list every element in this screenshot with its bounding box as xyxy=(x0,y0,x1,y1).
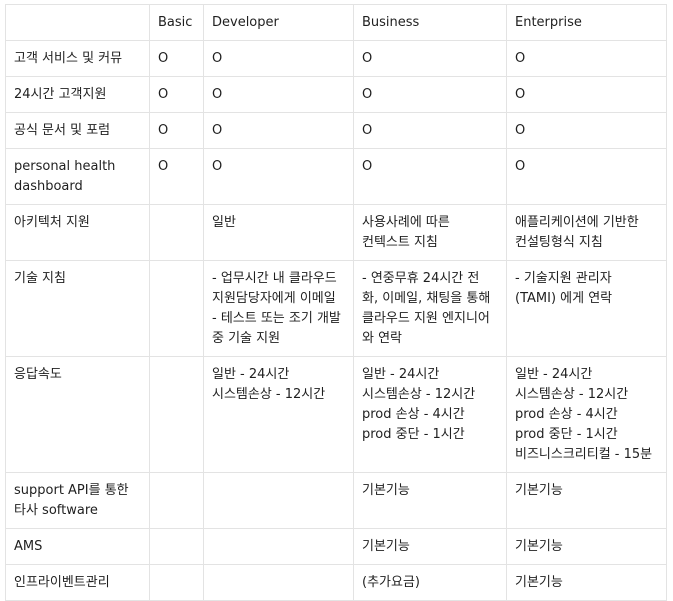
table-row: support API를 통한 타사 software 기본기능 기본기능 xyxy=(5,472,667,529)
header-cell-business: Business xyxy=(353,4,507,41)
table-row: 응답속도 일반 - 24시간 시스템손상 - 12시간 일반 - 24시간 시스… xyxy=(5,356,667,473)
cell-business: O xyxy=(353,76,507,113)
table-body: 고객 서비스 및 커뮤 O O O O 24시간 고객지원 O O O O 공식… xyxy=(5,40,667,601)
cell-enterprise: O xyxy=(506,76,667,113)
row-label: 기술 지침 xyxy=(5,260,150,357)
cell-enterprise: O xyxy=(506,148,667,205)
cell-developer: O xyxy=(203,40,354,77)
table-row: 고객 서비스 및 커뮤 O O O O xyxy=(5,40,667,77)
cell-basic xyxy=(149,564,204,601)
cell-business: 사용사례에 따른 컨텍스트 지침 xyxy=(353,204,507,261)
row-label: 24시간 고객지원 xyxy=(5,76,150,113)
cell-business: 기본기능 xyxy=(353,528,507,565)
table-row: 기술 지침 - 업무시간 내 클라우드 지원담당자에게 이메일 - 테스트 또는… xyxy=(5,260,667,357)
cell-developer: O xyxy=(203,76,354,113)
cell-developer: 일반 - 24시간 시스템손상 - 12시간 xyxy=(203,356,354,473)
table-header: Basic Developer Business Enterprise xyxy=(5,4,667,41)
cell-basic xyxy=(149,356,204,473)
header-cell-developer: Developer xyxy=(203,4,354,41)
table-row: 인프라이벤트관리 (추가요금) 기본기능 xyxy=(5,564,667,601)
cell-enterprise: - 기술지원 관리자 (TAMI) 에게 연락 xyxy=(506,260,667,357)
cell-business: - 연중무휴 24시간 전 화, 이메일, 채팅을 통해 클라우드 지원 엔지니… xyxy=(353,260,507,357)
cell-business: (추가요금) xyxy=(353,564,507,601)
row-label: personal health dashboard xyxy=(5,148,150,205)
support-plan-comparison-table: Basic Developer Business Enterprise 고객 서… xyxy=(5,4,667,601)
cell-enterprise: O xyxy=(506,112,667,149)
cell-business: O xyxy=(353,148,507,205)
cell-developer: 일반 xyxy=(203,204,354,261)
cell-enterprise: 기본기능 xyxy=(506,472,667,529)
cell-enterprise: O xyxy=(506,40,667,77)
table-row: 24시간 고객지원 O O O O xyxy=(5,76,667,113)
cell-basic xyxy=(149,472,204,529)
table-row: 공식 문서 및 포럼 O O O O xyxy=(5,112,667,149)
row-label: 응답속도 xyxy=(5,356,150,473)
cell-business: 기본기능 xyxy=(353,472,507,529)
cell-basic: O xyxy=(149,112,204,149)
cell-basic xyxy=(149,204,204,261)
row-label: AMS xyxy=(5,528,150,565)
header-cell-enterprise: Enterprise xyxy=(506,4,667,41)
cell-developer: - 업무시간 내 클라우드 지원담당자에게 이메일 - 테스트 또는 조기 개발… xyxy=(203,260,354,357)
row-label: 공식 문서 및 포럼 xyxy=(5,112,150,149)
row-label: 아키텍처 지원 xyxy=(5,204,150,261)
table-row: 아키텍처 지원 일반 사용사례에 따른 컨텍스트 지침 애플리케이션에 기반한 … xyxy=(5,204,667,261)
header-row: Basic Developer Business Enterprise xyxy=(5,4,667,41)
header-cell-feature xyxy=(5,4,150,41)
cell-basic: O xyxy=(149,148,204,205)
cell-enterprise: 애플리케이션에 기반한 컨설팅형식 지침 xyxy=(506,204,667,261)
cell-developer xyxy=(203,528,354,565)
table-row: personal health dashboard O O O O xyxy=(5,148,667,205)
cell-basic xyxy=(149,260,204,357)
cell-business: O xyxy=(353,40,507,77)
cell-enterprise: 기본기능 xyxy=(506,528,667,565)
cell-basic: O xyxy=(149,40,204,77)
header-cell-basic: Basic xyxy=(149,4,204,41)
row-label: 고객 서비스 및 커뮤 xyxy=(5,40,150,77)
table-row: AMS 기본기능 기본기능 xyxy=(5,528,667,565)
cell-business: O xyxy=(353,112,507,149)
cell-developer: O xyxy=(203,148,354,205)
cell-developer xyxy=(203,472,354,529)
cell-developer xyxy=(203,564,354,601)
cell-business: 일반 - 24시간 시스템손상 - 12시간 prod 손상 - 4시간 pro… xyxy=(353,356,507,473)
cell-enterprise: 기본기능 xyxy=(506,564,667,601)
row-label: 인프라이벤트관리 xyxy=(5,564,150,601)
row-label: support API를 통한 타사 software xyxy=(5,472,150,529)
cell-basic: O xyxy=(149,76,204,113)
cell-enterprise: 일반 - 24시간 시스템손상 - 12시간 prod 손상 - 4시간 pro… xyxy=(506,356,667,473)
cell-developer: O xyxy=(203,112,354,149)
cell-basic xyxy=(149,528,204,565)
